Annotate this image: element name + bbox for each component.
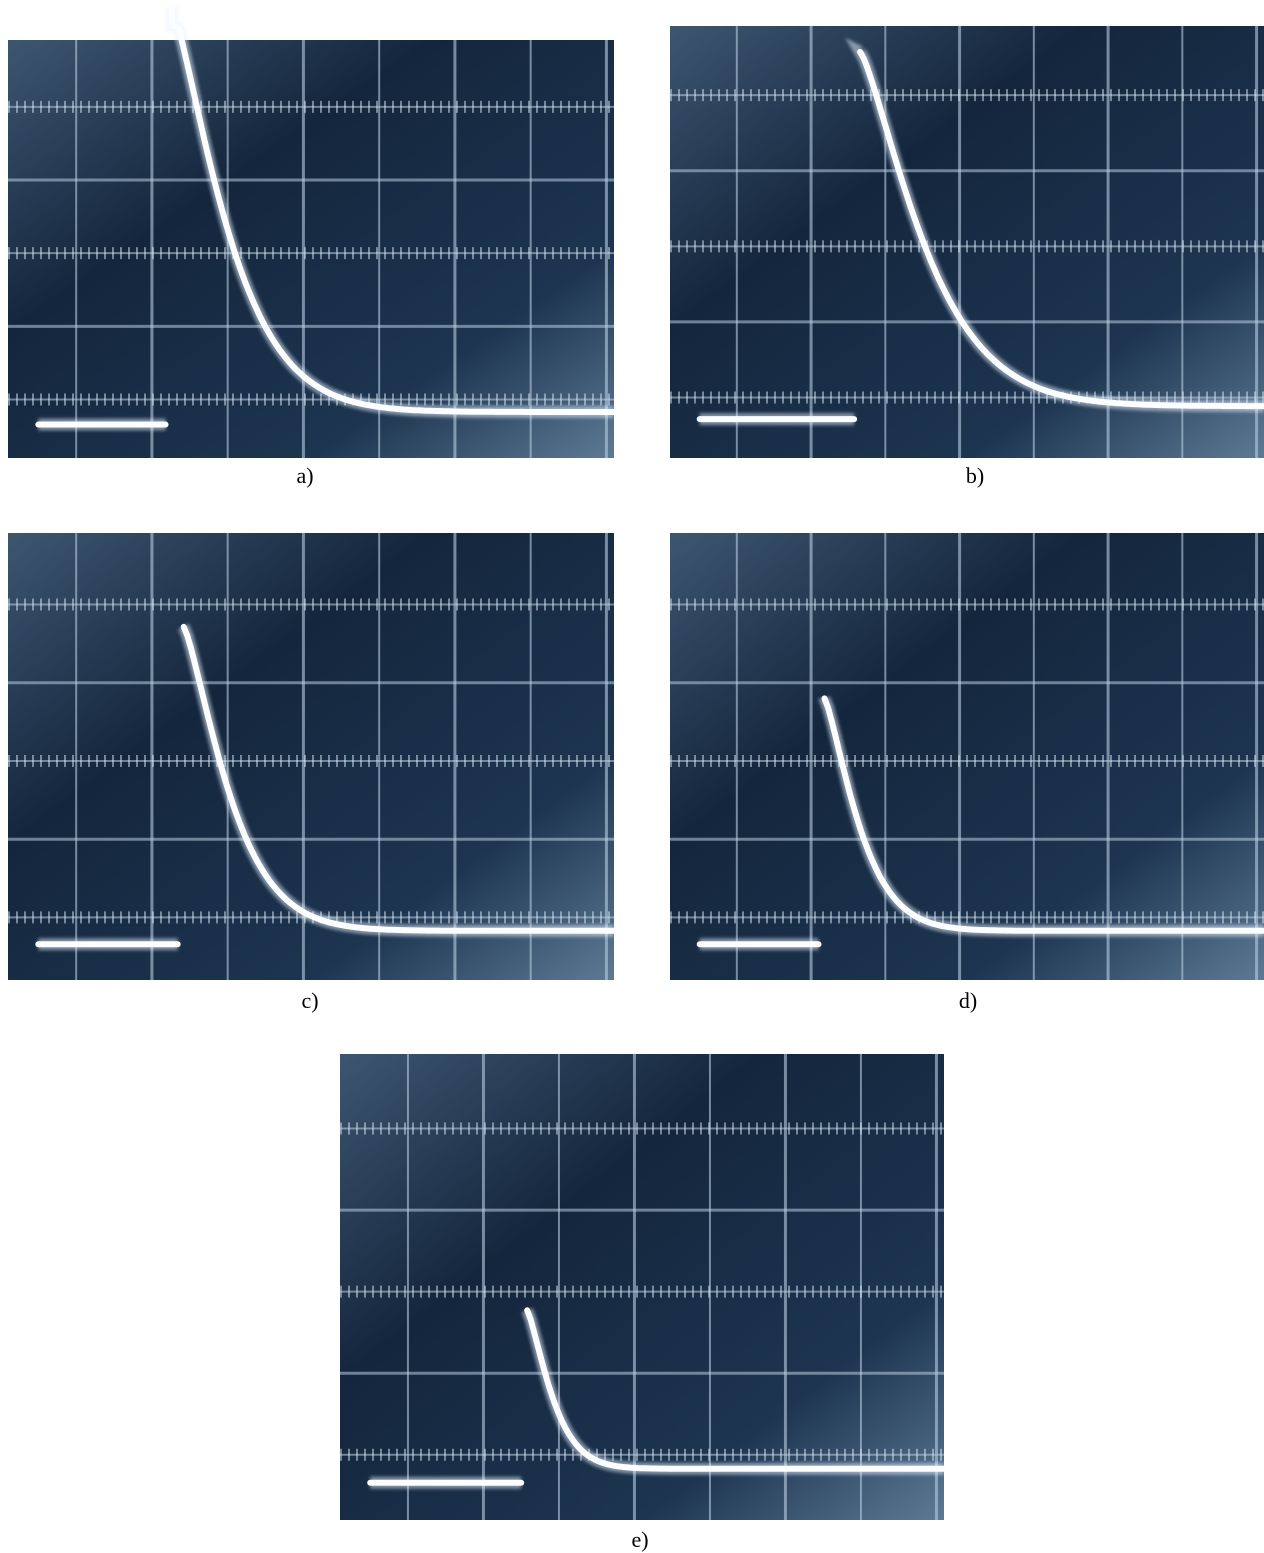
figure: a) b) c) d) e) bbox=[0, 0, 1264, 1553]
panel-label: a) bbox=[296, 463, 313, 488]
page: a)b)c)d)e) (() => { const data = JSON.pa… bbox=[0, 0, 1264, 1553]
panel-label: d) bbox=[959, 988, 977, 1013]
panel-label: c) bbox=[301, 988, 318, 1013]
screen bbox=[8, 40, 614, 458]
oscillogram bbox=[670, 533, 1264, 980]
panel-label: b) bbox=[966, 463, 984, 488]
oscillogram bbox=[8, 7, 614, 458]
oscillogram bbox=[340, 1054, 944, 1520]
panel-label: e) bbox=[631, 1527, 648, 1552]
oscillogram bbox=[8, 533, 614, 980]
oscillogram bbox=[670, 26, 1264, 458]
